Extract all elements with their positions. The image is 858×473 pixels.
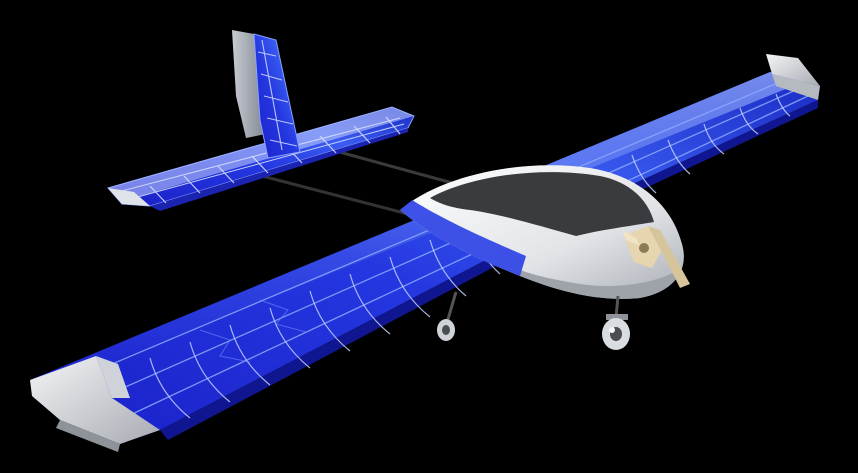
landing-gear: [437, 291, 630, 350]
main-wing: [30, 72, 820, 444]
motor-mount: [622, 226, 690, 288]
horizontal-stabilizer: [107, 106, 415, 211]
vertical-fin: [232, 30, 301, 159]
left-wingtip: [30, 356, 160, 452]
right-wingtip: [766, 54, 820, 100]
fuselage-pod: [400, 165, 684, 299]
